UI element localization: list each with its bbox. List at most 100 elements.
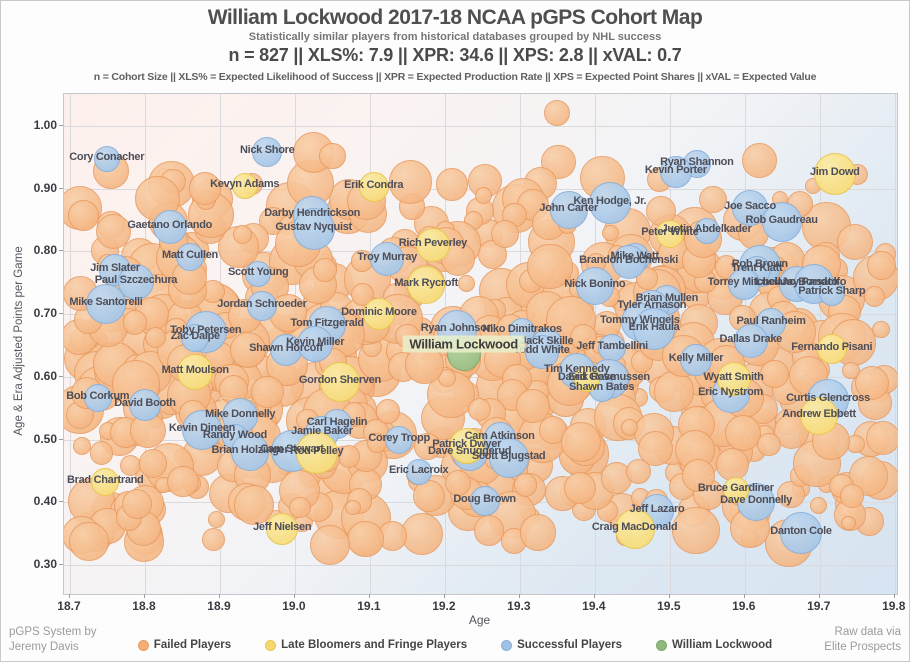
player-point xyxy=(722,476,749,503)
point-failed xyxy=(122,310,148,335)
point-failed xyxy=(438,369,456,387)
point-failed xyxy=(188,172,222,205)
legend-item-successful: Successful Players xyxy=(501,639,622,651)
x-tick-label: 19.3 xyxy=(507,599,531,613)
x-tick-mark xyxy=(293,594,295,598)
y-tick-label: 0.80 xyxy=(33,243,57,258)
point-failed xyxy=(867,251,897,281)
player-point xyxy=(231,173,258,200)
x-tick-mark xyxy=(68,594,70,598)
player-point xyxy=(816,333,847,364)
player-label: Shawn Horcoff xyxy=(249,341,323,354)
cohort-stats-line: n = 827 || XLS%: 7.9 || XPR: 34.6 || XPS… xyxy=(228,45,682,65)
point-failed xyxy=(229,331,266,368)
player-label: Toby Petersen xyxy=(170,323,242,336)
player-label: Justin Abdelkader xyxy=(661,222,752,235)
player-label: Joe Sacco xyxy=(724,200,776,213)
legend-label-late_bloomer: Late Bloomers and Fringe Players xyxy=(281,639,468,651)
y-tick-mark xyxy=(59,187,63,189)
y-tick-mark xyxy=(59,124,63,126)
player-label: Kevin Porter xyxy=(644,163,707,176)
player-label: Patrick Dwyer xyxy=(432,437,502,450)
point-failed xyxy=(319,142,346,170)
player-label: Jeff Tambellini xyxy=(576,340,648,353)
player-label: Randy Wood xyxy=(202,428,267,441)
player-label: Kevin Dineen xyxy=(168,421,235,434)
legend-item-late_bloomer: Late Bloomers and Fringe Players xyxy=(265,639,467,651)
player-label: Carl Hagelin xyxy=(306,415,368,428)
chart-subtitle: Statistically similar players from histo… xyxy=(248,31,662,43)
player-label: Jack Skille xyxy=(520,335,574,348)
player-label: Ryan Johnson xyxy=(420,321,493,334)
player-label: Nick Bonino xyxy=(564,277,626,290)
credit-eliteprospects: Raw data via Elite Prospects xyxy=(824,625,901,655)
x-tick-label: 19.0 xyxy=(282,599,306,613)
player-point xyxy=(655,219,684,248)
credit-ep-line2: Elite Prospects xyxy=(824,641,901,653)
player-point xyxy=(818,279,845,306)
point-failed xyxy=(626,458,652,484)
y-tick-label: 0.90 xyxy=(33,180,57,195)
player-point xyxy=(385,425,414,454)
legend-dot-late_bloomer xyxy=(265,639,277,651)
player-label: Eric Nystrom xyxy=(698,385,763,398)
player-point xyxy=(358,171,389,202)
player-label: Mike Santorelli xyxy=(69,295,143,308)
x-axis-title: Age xyxy=(468,613,491,627)
point-failed xyxy=(401,512,444,555)
player-label: Jamie Baker xyxy=(291,424,353,437)
y-tick-label: 1.00 xyxy=(33,117,57,132)
player-point xyxy=(728,268,761,301)
legend-item-subject: William Lockwood xyxy=(655,639,772,651)
x-tick-mark xyxy=(218,594,220,598)
y-tick-mark xyxy=(59,438,63,440)
player-point xyxy=(575,266,614,305)
player-point xyxy=(588,182,631,225)
point-failed xyxy=(347,520,385,558)
player-point xyxy=(246,291,277,322)
player-label: Trent Klatt xyxy=(731,261,783,274)
player-label: Dave Donnelly xyxy=(720,493,792,506)
player-point xyxy=(319,361,360,402)
x-tick-mark xyxy=(668,594,670,598)
x-tick-mark xyxy=(818,594,820,598)
legend-dot-subject xyxy=(655,639,667,651)
y-tick-label: 0.50 xyxy=(33,431,57,446)
player-label: Fernando Pisani xyxy=(791,340,873,353)
y-tick-mark xyxy=(59,375,63,377)
player-point xyxy=(266,512,299,545)
player-point xyxy=(252,136,283,167)
player-label: Brad Chartrand xyxy=(66,473,144,486)
player-label: Jay Pandolfo xyxy=(781,276,847,289)
player-label: Nick Shore xyxy=(239,143,295,156)
player-label: Wyatt Smith xyxy=(703,371,764,384)
player-label: Jim Dowd xyxy=(809,165,860,178)
point-failed xyxy=(757,432,782,457)
player-point xyxy=(297,325,334,362)
x-tick-label: 19.1 xyxy=(357,599,381,613)
player-label: Matt Cullen xyxy=(161,249,218,262)
legend: Failed Players Late Bloomers and Fringe P… xyxy=(1,639,909,651)
point-failed xyxy=(602,224,619,242)
player-point xyxy=(693,217,720,244)
player-point xyxy=(633,307,676,350)
player-point xyxy=(175,243,204,272)
player-point xyxy=(370,241,405,276)
point-failed xyxy=(473,515,505,546)
player-label: Luciano Borsato xyxy=(755,276,838,289)
player-point xyxy=(659,155,692,188)
point-failed xyxy=(457,274,476,293)
player-label: Cory Conacher xyxy=(69,151,145,164)
point-failed xyxy=(440,241,476,276)
point-failed xyxy=(289,496,312,519)
player-label: Jeff Lazaro xyxy=(629,502,685,515)
player-label: Paul Szczechura xyxy=(94,273,178,286)
point-failed xyxy=(490,219,520,249)
player-label: Troy Murray xyxy=(357,250,417,263)
player-label: Peter White xyxy=(641,225,699,238)
player-label: Niko Dimitrakos xyxy=(482,322,562,335)
point-failed xyxy=(444,470,471,497)
x-tick-label: 18.9 xyxy=(207,599,231,613)
player-label: Mark Rycroft xyxy=(394,276,458,289)
